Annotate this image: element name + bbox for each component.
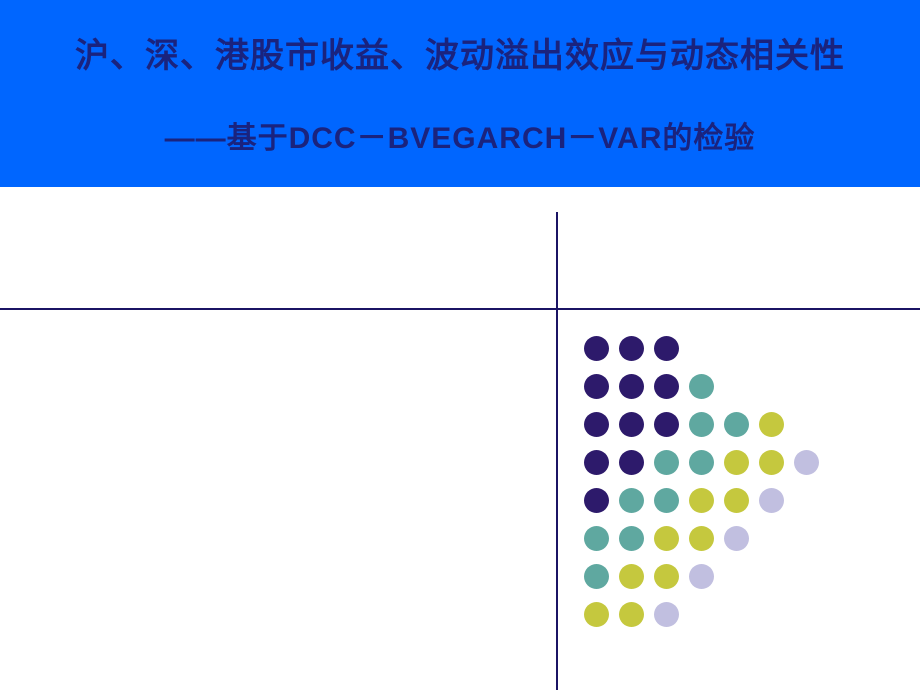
dot-lavender	[759, 488, 784, 513]
dot-row	[584, 336, 829, 371]
dot-olive	[759, 412, 784, 437]
title-line-1: 沪、深、港股市收益、波动溢出效应与动态相关性	[0, 28, 920, 77]
dot-dark	[654, 412, 679, 437]
dot-olive	[724, 488, 749, 513]
title-line-2: ——基于DCC－BVEGARCH－VAR的检验	[0, 113, 920, 157]
dot-row	[584, 488, 829, 523]
dot-olive	[619, 602, 644, 627]
dot-olive	[689, 526, 714, 551]
dot-row	[584, 526, 829, 561]
dot-row	[584, 602, 829, 637]
dot-row	[584, 374, 829, 409]
dot-olive	[759, 450, 784, 475]
dot-lavender	[724, 526, 749, 551]
dot-teal	[689, 450, 714, 475]
dot-dark	[619, 450, 644, 475]
dot-lavender	[794, 450, 819, 475]
dot-dark	[654, 374, 679, 399]
dot-dark	[584, 488, 609, 513]
dot-olive	[654, 564, 679, 589]
dot-olive	[654, 526, 679, 551]
slide: 沪、深、港股市收益、波动溢出效应与动态相关性 ——基于DCC－BVEGARCH－…	[0, 0, 920, 690]
dot-dark	[584, 336, 609, 361]
dot-olive	[689, 488, 714, 513]
dot-dark	[584, 450, 609, 475]
title-header: 沪、深、港股市收益、波动溢出效应与动态相关性 ——基于DCC－BVEGARCH－…	[0, 0, 920, 187]
dot-row	[584, 412, 829, 447]
dot-teal	[724, 412, 749, 437]
dot-row	[584, 450, 829, 485]
dot-lavender	[654, 602, 679, 627]
dot-teal	[654, 450, 679, 475]
dot-teal	[689, 374, 714, 399]
horizontal-divider	[0, 308, 920, 310]
dot-teal	[584, 564, 609, 589]
dot-olive	[724, 450, 749, 475]
dot-dark	[619, 412, 644, 437]
dot-row	[584, 564, 829, 599]
vertical-divider	[556, 212, 558, 690]
dot-olive	[619, 564, 644, 589]
dot-dark	[619, 374, 644, 399]
dot-teal	[619, 488, 644, 513]
dot-teal	[584, 526, 609, 551]
dot-dark	[654, 336, 679, 361]
dot-dark	[619, 336, 644, 361]
dot-dark	[584, 374, 609, 399]
dot-lavender	[689, 564, 714, 589]
dot-teal	[689, 412, 714, 437]
dot-olive	[584, 602, 609, 627]
dot-teal	[619, 526, 644, 551]
dot-dark	[584, 412, 609, 437]
dot-teal	[654, 488, 679, 513]
dot-pattern	[584, 336, 829, 640]
